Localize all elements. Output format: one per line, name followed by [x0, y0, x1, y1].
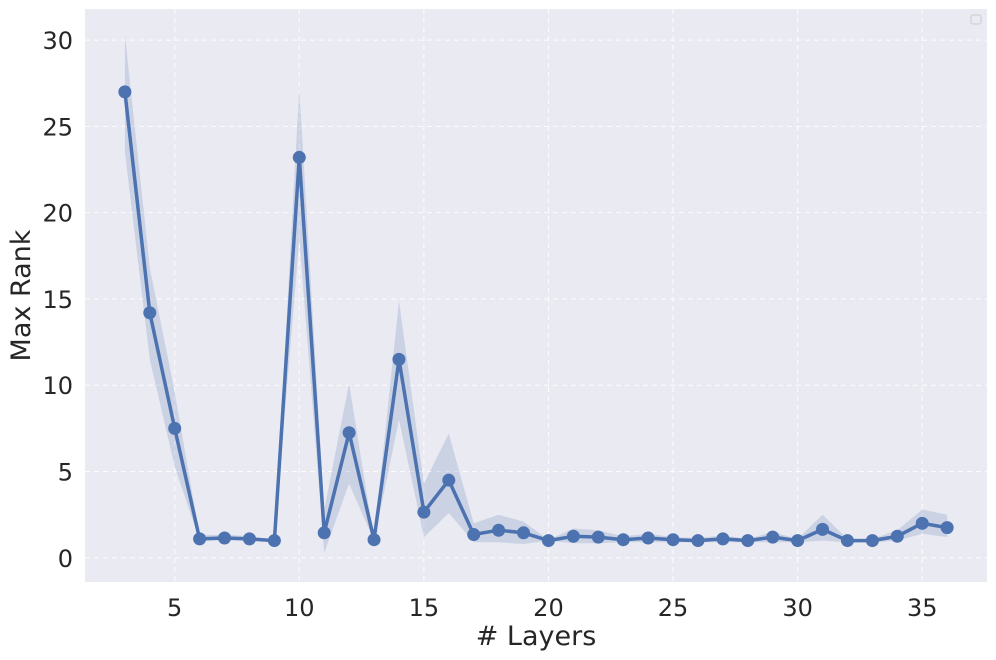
- data-point: [741, 534, 755, 548]
- data-point: [292, 150, 306, 164]
- data-point: [541, 534, 555, 548]
- data-point: [816, 522, 830, 536]
- data-point: [865, 534, 879, 548]
- data-point: [591, 530, 605, 544]
- data-point: [367, 533, 381, 547]
- x-tick-label: 5: [167, 594, 182, 622]
- data-point: [840, 534, 854, 548]
- data-point: [666, 533, 680, 547]
- plot-area: [85, 9, 987, 582]
- x-tick-label: 30: [782, 594, 813, 622]
- y-tick-label: 0: [58, 545, 73, 573]
- y-axis-ticks: 0 5 10 15 20 25 30: [42, 27, 73, 573]
- data-point: [517, 526, 531, 540]
- data-point: [267, 534, 281, 548]
- data-point: [791, 534, 805, 548]
- data-point: [193, 532, 207, 546]
- data-point: [242, 532, 256, 546]
- y-tick-label: 15: [42, 286, 73, 314]
- data-point: [118, 85, 132, 99]
- x-tick-label: 20: [533, 594, 564, 622]
- data-point: [467, 528, 481, 542]
- series-line: [123, 91, 948, 543]
- data-point: [566, 529, 580, 543]
- data-point: [417, 505, 431, 519]
- x-tick-label: 25: [658, 594, 689, 622]
- y-tick-label: 5: [58, 459, 73, 487]
- data-point: [915, 516, 929, 530]
- data-point: [143, 306, 157, 320]
- x-tick-label: 10: [284, 594, 315, 622]
- data-point: [890, 529, 904, 543]
- y-axis-label: Max Rank: [6, 229, 37, 361]
- data-point: [492, 523, 506, 537]
- data-point: [766, 530, 780, 544]
- y-tick-label: 20: [42, 200, 73, 228]
- y-tick-label: 25: [42, 113, 73, 141]
- data-point: [218, 531, 232, 545]
- x-tick-label: 35: [907, 594, 938, 622]
- data-point: [691, 534, 705, 548]
- y-tick-label: 10: [42, 372, 73, 400]
- data-point: [940, 521, 954, 535]
- data-point: [342, 426, 356, 440]
- x-axis-ticks: 5 10 15 20 25 30 35: [167, 594, 937, 622]
- data-point: [442, 473, 456, 487]
- data-point: [716, 532, 730, 546]
- data-markers: [118, 85, 954, 548]
- x-tick-label: 15: [409, 594, 440, 622]
- data-point: [641, 531, 655, 545]
- legend: [970, 14, 982, 25]
- data-point: [616, 533, 630, 547]
- data-point: [392, 352, 406, 366]
- data-point: [317, 526, 331, 540]
- x-axis-label: # Layers: [476, 621, 597, 652]
- grid-lines: [85, 9, 987, 582]
- y-tick-label: 30: [42, 27, 73, 55]
- data-point: [168, 421, 182, 435]
